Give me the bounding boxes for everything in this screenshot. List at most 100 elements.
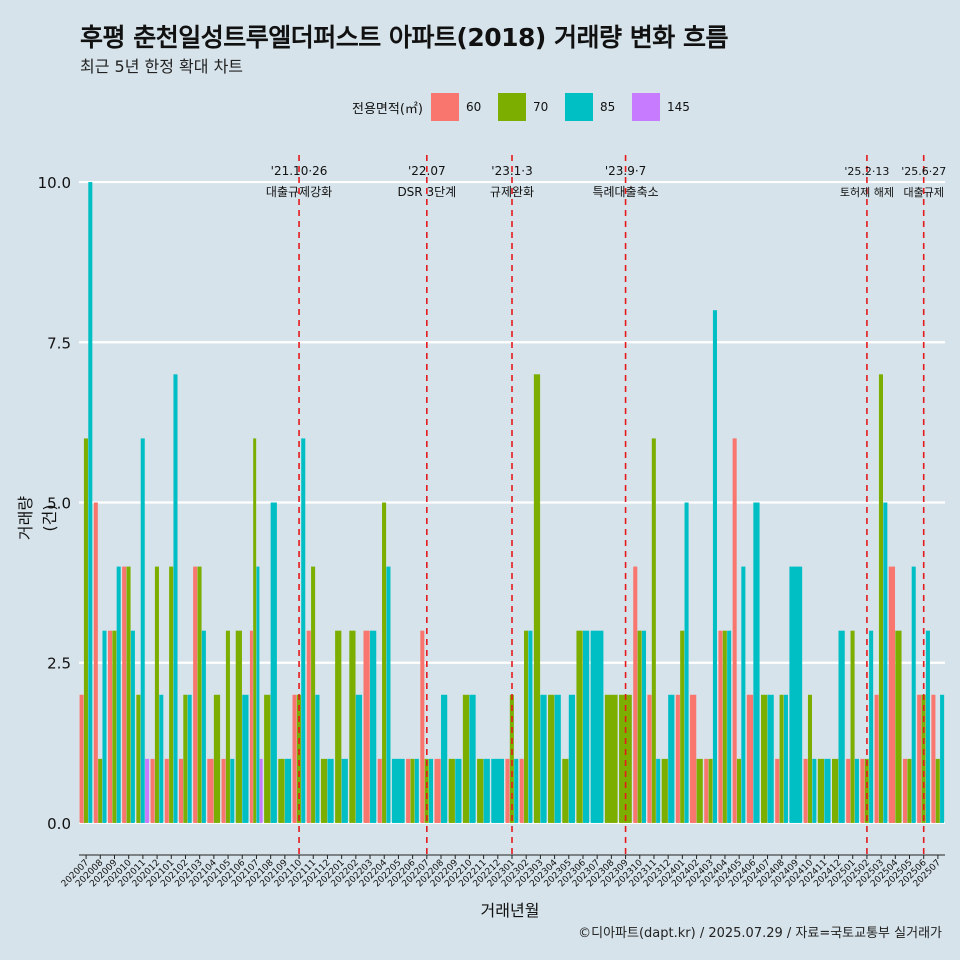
event-label-5: 대출규제 xyxy=(903,186,943,199)
bar-60-202101 xyxy=(164,758,169,823)
bar-60-202012 xyxy=(150,758,155,823)
bar-85-202209 xyxy=(455,758,462,823)
bar-70-202407 xyxy=(761,694,768,823)
bar-85-202405 xyxy=(741,566,746,823)
bar-60-202007 xyxy=(79,694,84,823)
bar-85-202210 xyxy=(469,694,476,823)
bar-70-202403 xyxy=(708,758,713,823)
bar-70-202301 xyxy=(509,694,514,823)
bar-85-202211 xyxy=(483,758,490,823)
bar-70-202308 xyxy=(604,694,618,823)
bar-70-202211 xyxy=(477,758,484,823)
legend-item-145: 145 xyxy=(631,93,696,121)
legend-key-60 xyxy=(430,93,459,121)
bar-85-202205 xyxy=(391,758,405,823)
legend-item-85: 85 xyxy=(564,93,628,121)
bar-85-202502 xyxy=(869,630,874,823)
bar-70-202405 xyxy=(736,758,742,823)
bar-85-202008 xyxy=(102,630,107,823)
bar-70-202106 xyxy=(235,630,242,823)
bar-85-202108 xyxy=(270,502,277,823)
bar-60-202406 xyxy=(746,694,754,823)
bar-70-202008 xyxy=(98,758,103,823)
bar-145-202011 xyxy=(145,758,150,823)
bar-85-202012 xyxy=(159,694,164,823)
bar-70-202012 xyxy=(154,566,159,823)
bar-85-202305 xyxy=(568,694,576,823)
y-tick-label-4: 10.0 xyxy=(38,174,71,192)
legend-label-70: 70 xyxy=(532,100,549,114)
bar-60-202401 xyxy=(675,694,680,823)
bar-70-202110 xyxy=(296,694,301,823)
bar-85-202407 xyxy=(767,694,774,823)
bar-85-202212 xyxy=(491,758,505,823)
bar-70-202505 xyxy=(907,758,912,823)
bar-60-202103 xyxy=(193,566,198,823)
bar-60-202402 xyxy=(690,694,697,823)
bar-85-202307 xyxy=(590,630,604,823)
bar-60-202111 xyxy=(306,630,311,823)
bar-85-202106 xyxy=(242,694,249,823)
bar-60-202206 xyxy=(406,758,411,823)
bar-70-202101 xyxy=(169,566,174,823)
bar-60-202503 xyxy=(874,694,879,823)
legend-label-60: 60 xyxy=(465,100,482,114)
bar-70-202504 xyxy=(895,630,902,823)
bar-70-202402 xyxy=(696,758,703,823)
bar-70-202105 xyxy=(225,630,230,823)
y-tick-label-3: 7.5 xyxy=(47,334,71,352)
chart-subtitle: 최근 5년 한정 확대 차트 xyxy=(80,57,244,76)
bar-60-202203 xyxy=(363,630,370,823)
bar-60-202405 xyxy=(732,438,737,823)
legend-item-60: 60 xyxy=(430,93,494,121)
event-label-2: 규제완화 xyxy=(490,185,534,199)
bar-85-202102 xyxy=(187,694,192,823)
bar-85-202110 xyxy=(301,438,306,823)
bar-85-202107 xyxy=(256,566,260,823)
bar-85-202204 xyxy=(386,566,391,823)
bar-60-202104 xyxy=(207,758,214,823)
event-lines: '21.10·26 대출규제강화 '22.07 DSR 3단계 '23.1·3 규제완화 '… xyxy=(266,155,946,855)
bar-85-202303 xyxy=(540,694,547,823)
bar-70-202412 xyxy=(831,758,839,823)
chart-title: 후평 춘천일성트루엘더퍼스트 아파트(2018) 거래량 변화 흐름 xyxy=(80,23,728,52)
bar-70-202111 xyxy=(311,566,316,823)
y-axis-label: 거래량(건) xyxy=(16,495,59,541)
bar-70-202408 xyxy=(779,694,784,823)
bar-70-202108 xyxy=(264,694,271,823)
event-date-0: '21.10·26 xyxy=(271,164,328,178)
bar-60-202010 xyxy=(122,566,127,823)
bar-85-202404 xyxy=(727,630,732,823)
bar-85-202411 xyxy=(824,758,831,823)
bar-70-202007 xyxy=(83,438,88,823)
bar-85-202206 xyxy=(414,758,419,823)
bar-85-202302 xyxy=(528,630,533,823)
bar-85-202507 xyxy=(940,694,945,823)
bar-85-202009 xyxy=(116,566,121,823)
x-axis-label: 거래년월 xyxy=(480,901,540,920)
y-tick-label-1: 2.5 xyxy=(47,655,71,673)
bar-85-202412 xyxy=(838,630,845,823)
bar-70-202102 xyxy=(183,694,188,823)
bar-85-202103 xyxy=(201,630,206,823)
bar-70-202206 xyxy=(410,758,415,823)
legend-title: 전용면적(㎡) xyxy=(352,101,423,117)
bar-85-202505 xyxy=(911,566,916,823)
bar-85-202208 xyxy=(441,694,448,823)
bar-70-202207 xyxy=(424,758,429,823)
x-axis: 2020072020082020092020102020112020122021… xyxy=(60,854,945,889)
bar-70-202104 xyxy=(213,694,221,823)
bar-60-202410 xyxy=(803,758,808,823)
bar-60-202301 xyxy=(505,758,510,823)
bar-60-202208 xyxy=(434,758,441,823)
legend-key-70 xyxy=(497,93,526,121)
bar-85-202111 xyxy=(315,694,320,823)
bar-85-202506 xyxy=(925,630,930,823)
bar-70-202011 xyxy=(136,694,141,823)
bar-85-202304 xyxy=(554,694,561,823)
bar-85-202408 xyxy=(783,694,788,823)
y-axis: 0.0 2.5 5.0 7.5 10.0 xyxy=(38,174,71,833)
bar-85-202301 xyxy=(514,758,519,823)
legend: 전용면적(㎡) 60 70 85 145 xyxy=(352,92,700,122)
